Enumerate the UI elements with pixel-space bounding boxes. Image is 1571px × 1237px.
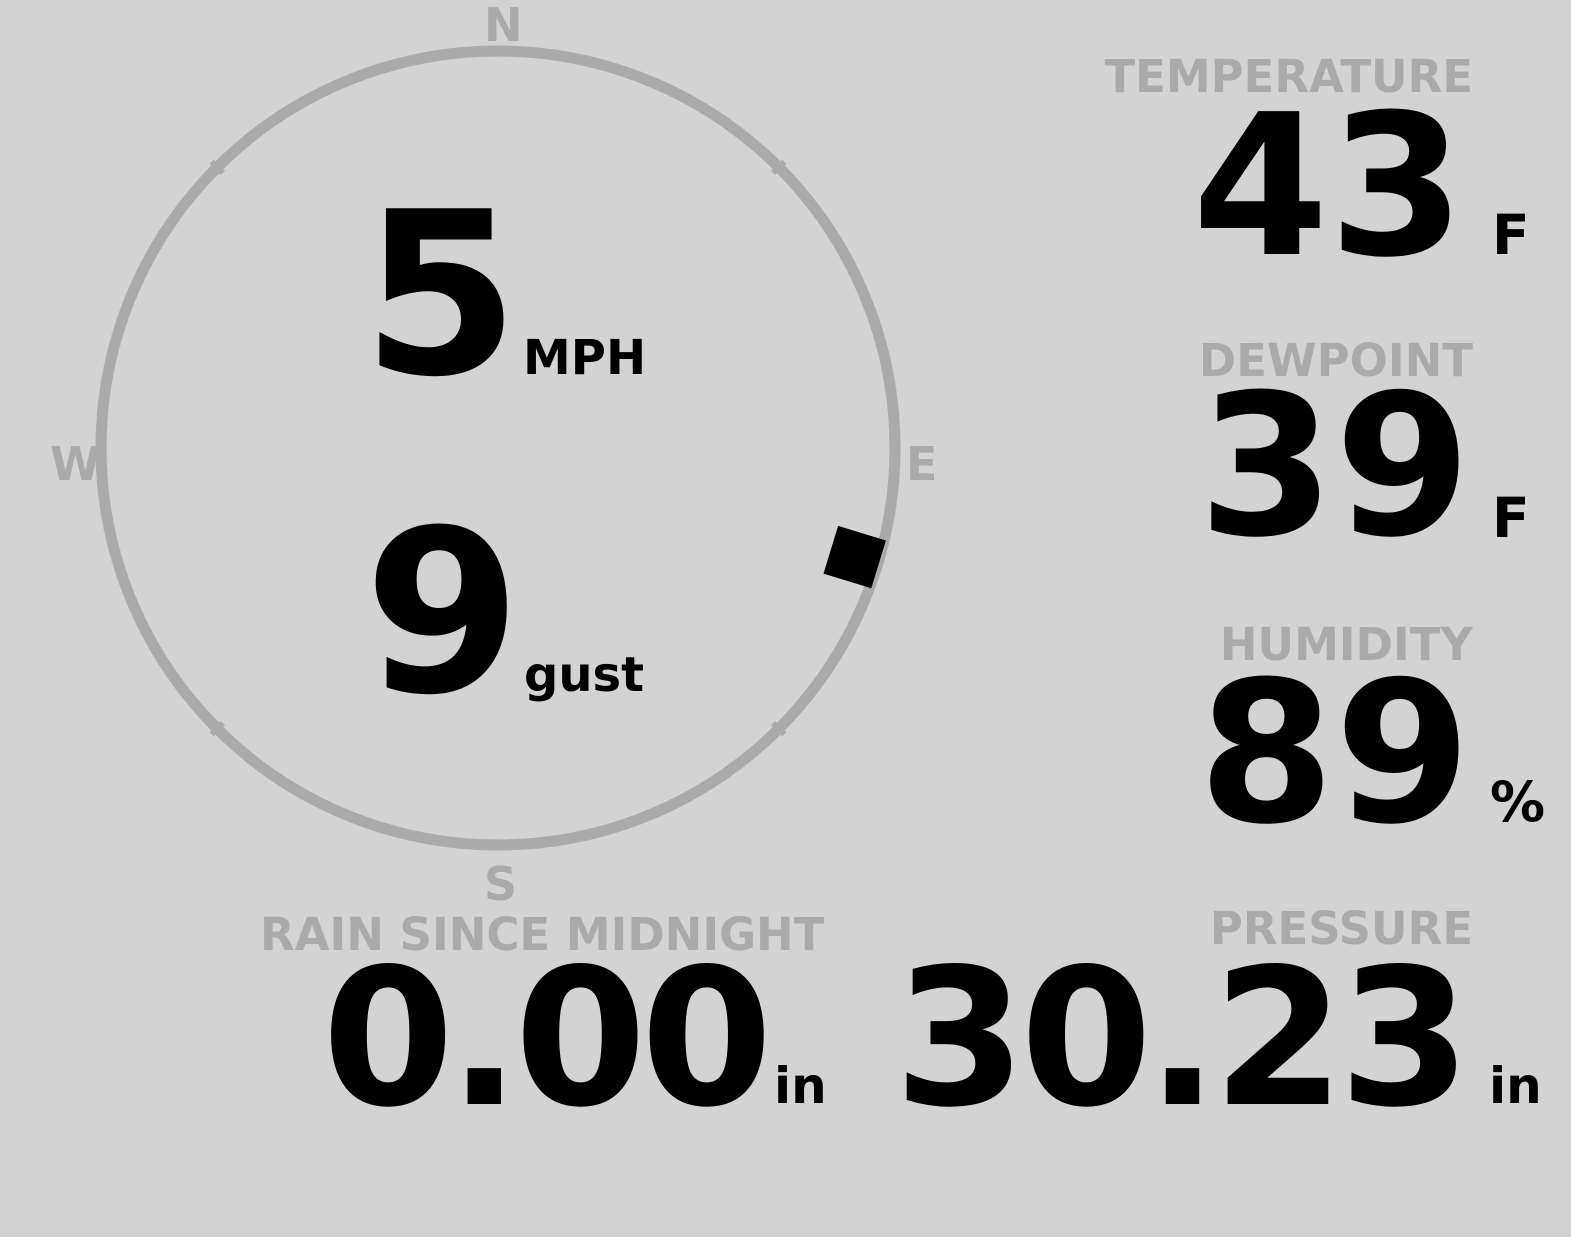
humidity-value: 89 bbox=[1198, 640, 1471, 868]
pressure-label: PRESSURE bbox=[1209, 902, 1473, 955]
pressure-unit: in bbox=[1489, 1057, 1542, 1115]
rain-value: 0.00 bbox=[322, 928, 773, 1149]
wind-speed-unit: MPH bbox=[523, 330, 647, 386]
rain-label: RAIN SINCE MIDNIGHT bbox=[260, 908, 825, 961]
humidity-label: HUMIDITY bbox=[1219, 618, 1473, 671]
wind-gust-value: 9 bbox=[364, 482, 522, 745]
compass-tick bbox=[770, 159, 787, 176]
compass-west-label: W bbox=[50, 437, 101, 491]
pressure-value: 30.23 bbox=[894, 928, 1471, 1149]
compass-tick bbox=[209, 159, 226, 176]
wind-gust-unit: gust bbox=[524, 647, 645, 703]
compass-tick bbox=[770, 720, 787, 737]
compass-south-label: S bbox=[484, 857, 518, 911]
compass-tick bbox=[209, 720, 226, 737]
temperature-value: 43 bbox=[1192, 73, 1465, 301]
temperature-unit: F bbox=[1492, 203, 1530, 267]
rain-unit: in bbox=[774, 1057, 827, 1115]
temperature-label: TEMPERATURE bbox=[1104, 50, 1473, 103]
wind-direction-marker bbox=[823, 525, 886, 589]
dewpoint-unit: F bbox=[1492, 486, 1530, 550]
dewpoint-label: DEWPOINT bbox=[1198, 334, 1473, 387]
compass-ring bbox=[95, 45, 901, 851]
humidity-unit: % bbox=[1490, 770, 1546, 834]
wind-speed-value: 5 bbox=[362, 164, 520, 427]
compass-east-label: E bbox=[906, 437, 938, 491]
dewpoint-value: 39 bbox=[1198, 353, 1471, 581]
compass-north-label: N bbox=[484, 0, 523, 52]
